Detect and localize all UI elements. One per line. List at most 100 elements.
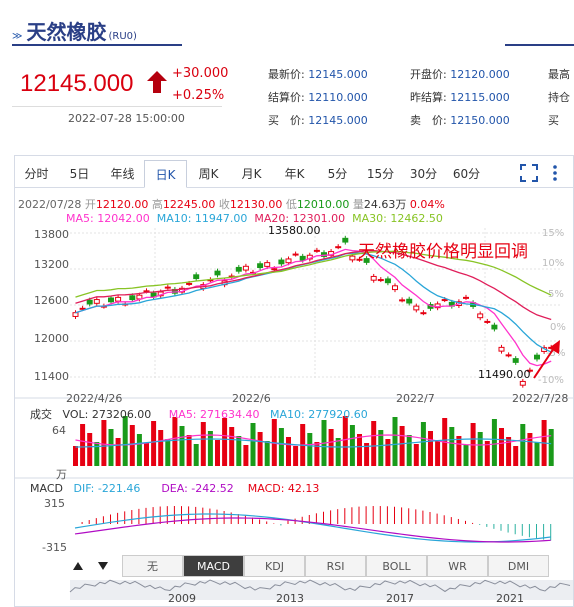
indicator-tab-none[interactable]: 无 xyxy=(122,555,183,577)
tab-5day[interactable]: 5日 xyxy=(69,167,90,181)
volume-bar xyxy=(129,425,135,466)
volume-bar xyxy=(399,426,405,466)
macd-label: MACD xyxy=(30,482,63,495)
volume-bar xyxy=(463,445,469,466)
volume-bar xyxy=(413,444,419,466)
candle xyxy=(463,296,469,299)
indicator-tab-wr[interactable]: WR xyxy=(427,555,488,577)
candle xyxy=(299,255,306,261)
indicator-tab-boll[interactable]: BOLL xyxy=(366,555,427,577)
candle xyxy=(349,255,356,261)
candle xyxy=(491,324,498,330)
volume-bar xyxy=(534,442,540,466)
volume-bar xyxy=(527,433,533,466)
quote-time: 2022-07-28 15:00:00 xyxy=(68,112,185,125)
candle xyxy=(363,258,370,263)
pct-tick: 10% xyxy=(542,258,565,269)
tab-30min[interactable]: 30分 xyxy=(409,167,438,181)
volume-bar xyxy=(243,445,249,466)
tab-weekly-k[interactable]: 周K xyxy=(198,167,219,181)
candle xyxy=(484,320,491,323)
tab-year-line[interactable]: 年线 xyxy=(110,167,135,181)
more-options-icon[interactable] xyxy=(548,164,562,182)
candle xyxy=(526,369,533,372)
macd-dif-line xyxy=(74,513,551,543)
indicator-tab-rsi[interactable]: RSI xyxy=(305,555,366,577)
price-tick: 13200 xyxy=(34,258,69,271)
candle xyxy=(79,307,86,310)
volume-bar xyxy=(286,437,291,466)
tab-15min[interactable]: 15分 xyxy=(366,167,395,181)
kline-low: 12010.00 xyxy=(296,198,350,211)
candle xyxy=(406,298,413,304)
pct-tick: -5% xyxy=(546,348,566,359)
volume-bar xyxy=(250,423,256,466)
tab-60min[interactable]: 60分 xyxy=(452,167,481,181)
scroll-up-icon[interactable] xyxy=(72,560,84,572)
candle xyxy=(257,263,264,268)
volume-bar xyxy=(122,416,128,466)
indicator-tabs: 无 MACD KDJ RSI BOLL WR DMI xyxy=(122,555,549,577)
pct-tick: 5% xyxy=(548,289,564,300)
volume-vol: VOL: 273206.00 xyxy=(62,408,152,421)
quote-label: 开盘价: xyxy=(410,68,447,81)
candle xyxy=(356,258,363,261)
candle xyxy=(512,358,519,363)
volume-bar xyxy=(392,417,398,466)
volume-top-tick: 64 xyxy=(52,424,66,437)
volume-bar xyxy=(406,435,412,466)
candle xyxy=(505,354,512,357)
candle xyxy=(384,278,391,284)
kline-pct: 0.04% xyxy=(409,198,445,211)
candle xyxy=(342,237,349,243)
candle xyxy=(164,286,171,289)
timeline-year: 2009 xyxy=(168,592,196,605)
tab-monthly-k[interactable]: 月K xyxy=(241,167,262,181)
ma10-label: MA10: 11947.00 xyxy=(156,212,248,225)
quote-label: 昨结算: xyxy=(410,91,447,104)
fullscreen-icon[interactable] xyxy=(520,164,538,182)
macd-value: MACD: 42.13 xyxy=(247,482,320,495)
macd-dif: DIF: -221.46 xyxy=(73,482,141,495)
tab-yearly-k[interactable]: 年K xyxy=(284,167,305,181)
tab-daily-k[interactable]: 日K xyxy=(144,160,187,188)
divider xyxy=(12,106,222,107)
low-annotation: 11490.00 xyxy=(478,368,531,381)
candle xyxy=(399,299,406,302)
date-tick: 2022/4/26 xyxy=(66,392,123,405)
kline-chart[interactable] xyxy=(15,228,573,600)
tab-intraday[interactable]: 分时 xyxy=(24,167,49,181)
title-underline-right xyxy=(505,44,574,46)
volume-bar xyxy=(236,436,242,466)
volume-bar xyxy=(520,424,526,466)
close-label: 收 xyxy=(218,198,230,211)
macd-dea-line xyxy=(74,517,551,543)
candle xyxy=(86,299,93,305)
candle xyxy=(441,299,448,302)
volume-label: 成交 xyxy=(30,408,52,421)
candle xyxy=(285,258,292,264)
pct-tick: 15% xyxy=(542,228,565,239)
quote-label: 结算价: xyxy=(268,91,305,104)
volume-bar xyxy=(144,443,149,466)
tab-5min[interactable]: 5分 xyxy=(327,167,348,181)
indicator-tab-dmi[interactable]: DMI xyxy=(488,555,549,577)
volume-bar xyxy=(371,421,377,466)
volume-bar xyxy=(477,432,483,466)
indicator-tab-macd[interactable]: MACD xyxy=(183,555,244,577)
candle xyxy=(292,253,299,256)
high-label: 高 xyxy=(151,198,163,211)
volume-bar xyxy=(420,422,426,466)
candle xyxy=(370,275,377,281)
volume-bar xyxy=(165,439,171,466)
volume-legend: 成交 VOL: 273206.00 MA5: 271634.40 MA10: 2… xyxy=(30,406,368,422)
price-tick: 11400 xyxy=(34,370,69,383)
volume-bar xyxy=(101,420,107,466)
candle xyxy=(392,285,398,291)
up-arrow-icon xyxy=(147,71,167,93)
timeline-year: 2013 xyxy=(276,592,304,605)
quote-label: 持仓 xyxy=(548,91,570,104)
indicator-tab-kdj[interactable]: KDJ xyxy=(244,555,305,577)
scroll-down-icon[interactable] xyxy=(97,560,109,572)
kline-close: 12130.00 xyxy=(229,198,283,211)
